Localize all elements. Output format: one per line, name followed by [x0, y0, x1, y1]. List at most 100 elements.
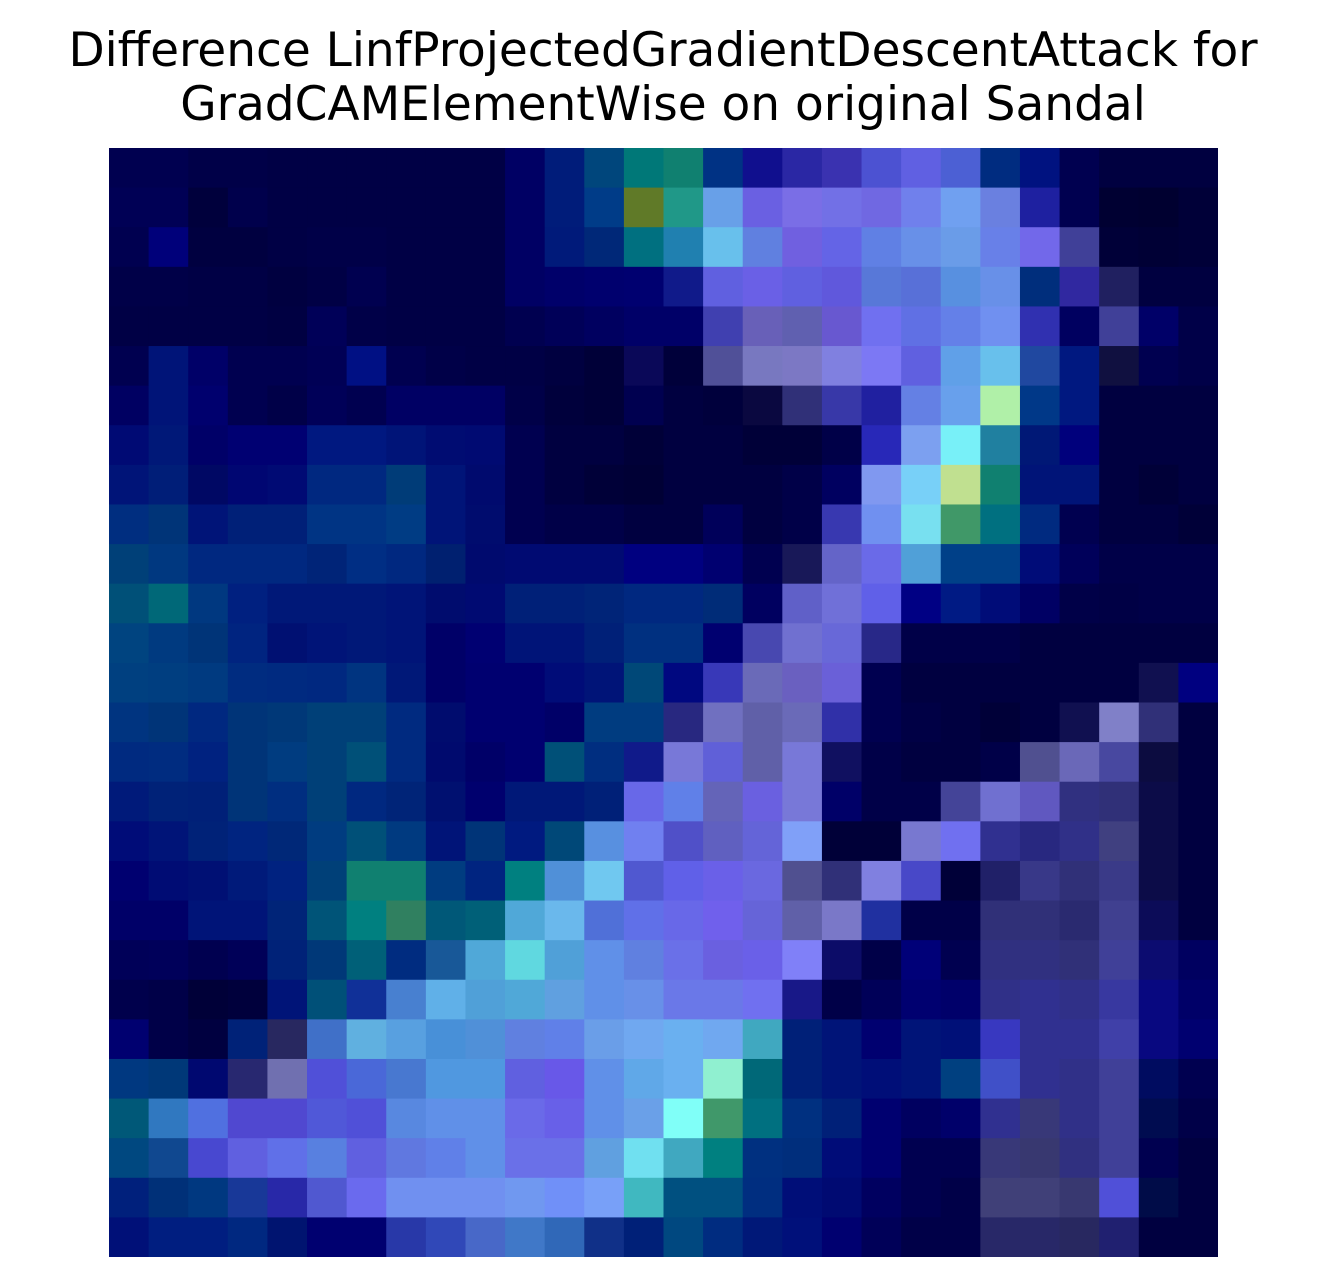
- heatmap-cell-r3-c19: [861, 266, 902, 308]
- heatmap-cell-r5-c4: [267, 346, 308, 387]
- heatmap-cell-r11-c23: [1019, 583, 1061, 624]
- heatmap-cell-r25-c13: [623, 1138, 665, 1179]
- heatmap-cell-r18-c2: [188, 860, 229, 902]
- heatmap-cell-r17-c27: [1178, 821, 1218, 862]
- heatmap-cell-r2-c13: [623, 227, 665, 268]
- heatmap-cell-r26-c15: [703, 1177, 744, 1218]
- heatmap-cell-r20-c10: [505, 940, 546, 981]
- heatmap-cell-r9-c4: [267, 504, 308, 545]
- heatmap-cell-r24-c8: [425, 1098, 467, 1139]
- heatmap-cell-r6-c6: [346, 385, 387, 426]
- heatmap-cell-r12-c26: [1138, 623, 1179, 664]
- heatmap-cell-r24-c20: [901, 1098, 942, 1139]
- heatmap-cell-r26-c12: [584, 1177, 625, 1218]
- chart-title-line-1: Difference LinfProjectedGradientDescentA…: [68, 23, 1258, 78]
- heatmap-cell-r12-c14: [663, 623, 704, 664]
- heatmap-cell-r24-c9: [465, 1098, 506, 1139]
- heatmap-cell-r7-c27: [1178, 425, 1218, 466]
- heatmap-cell-r23-c24: [1059, 1058, 1100, 1100]
- heatmap-cell-r0-c14: [663, 148, 704, 189]
- heatmap-cell-r2-c11: [544, 227, 585, 268]
- heatmap-cell-r8-c24: [1059, 464, 1100, 506]
- heatmap-cell-r7-c23: [1019, 425, 1061, 466]
- heatmap-cell-r2-c8: [425, 227, 467, 268]
- heatmap-cell-r3-c12: [584, 266, 625, 308]
- heatmap-cell-r18-c15: [703, 860, 744, 902]
- heatmap-cell-r12-c23: [1019, 623, 1061, 664]
- heatmap-cell-r18-c25: [1099, 860, 1140, 902]
- heatmap-cell-r2-c7: [386, 227, 427, 268]
- heatmap-cell-r24-c13: [623, 1098, 665, 1139]
- heatmap-cell-r14-c0: [109, 702, 150, 743]
- heatmap-cell-r27-c26: [1138, 1217, 1179, 1257]
- heatmap-cell-r23-c23: [1019, 1058, 1061, 1100]
- heatmap-cell-r3-c7: [386, 266, 427, 308]
- heatmap-cell-r6-c10: [505, 385, 546, 426]
- heatmap-cell-r19-c10: [505, 900, 546, 941]
- heatmap-cell-r26-c13: [623, 1177, 665, 1218]
- heatmap-cell-r23-c7: [386, 1058, 427, 1100]
- heatmap-cell-r1-c0: [109, 187, 150, 228]
- heatmap-cell-r17-c23: [1019, 821, 1061, 862]
- heatmap-cell-r2-c22: [980, 227, 1021, 268]
- heatmap-cell-r7-c26: [1138, 425, 1179, 466]
- heatmap-cell-r9-c0: [109, 504, 150, 545]
- heatmap-cell-r0-c4: [267, 148, 308, 189]
- heatmap-cell-r24-c2: [188, 1098, 229, 1139]
- heatmap-cell-r25-c26: [1138, 1138, 1179, 1179]
- heatmap-cell-r0-c6: [346, 148, 387, 189]
- heatmap-cell-r14-c7: [386, 702, 427, 743]
- heatmap-cell-r0-c20: [901, 148, 942, 189]
- heatmap-cell-r4-c18: [821, 306, 863, 347]
- heatmap-cell-r20-c0: [109, 940, 150, 981]
- heatmap-cell-r22-c13: [623, 1019, 665, 1060]
- heatmap-cell-r1-c22: [980, 187, 1021, 228]
- heatmap-cell-r24-c16: [742, 1098, 783, 1139]
- heatmap-cell-r3-c13: [623, 266, 665, 308]
- heatmap-cell-r18-c11: [544, 860, 585, 902]
- heatmap-cell-r19-c4: [267, 900, 308, 941]
- heatmap-cell-r15-c12: [584, 742, 625, 783]
- heatmap-cell-r27-c10: [505, 1217, 546, 1257]
- heatmap-cell-r15-c6: [346, 742, 387, 783]
- heatmap-cell-r18-c19: [861, 860, 902, 902]
- heatmap-cell-r21-c26: [1138, 979, 1179, 1020]
- heatmap-cell-r6-c8: [425, 385, 467, 426]
- heatmap-cell-r21-c6: [346, 979, 387, 1020]
- heatmap-cell-r26-c11: [544, 1177, 585, 1218]
- heatmap-cell-r6-c1: [148, 385, 189, 426]
- heatmap-cell-r6-c15: [703, 385, 744, 426]
- heatmap-cell-r18-c10: [505, 860, 546, 902]
- heatmap-cell-r18-c22: [980, 860, 1021, 902]
- heatmap-cell-r12-c10: [505, 623, 546, 664]
- heatmap-cell-r23-c12: [584, 1058, 625, 1100]
- heatmap: [109, 148, 1218, 1257]
- heatmap-cell-r7-c0: [109, 425, 150, 466]
- heatmap-cell-r1-c9: [465, 187, 506, 228]
- heatmap-cell-r1-c4: [267, 187, 308, 228]
- heatmap-cell-r21-c13: [623, 979, 665, 1020]
- heatmap-cell-r13-c15: [703, 662, 744, 704]
- heatmap-cell-r18-c17: [782, 860, 823, 902]
- heatmap-cell-r2-c5: [307, 227, 348, 268]
- heatmap-cell-r7-c14: [663, 425, 704, 466]
- heatmap-cell-r24-c14: [663, 1098, 704, 1139]
- heatmap-cell-r0-c18: [821, 148, 863, 189]
- heatmap-cell-r9-c26: [1138, 504, 1179, 545]
- heatmap-cell-r23-c21: [940, 1058, 981, 1100]
- heatmap-cell-r20-c19: [861, 940, 902, 981]
- heatmap-cell-r15-c19: [861, 742, 902, 783]
- heatmap-cell-r16-c20: [901, 781, 942, 822]
- heatmap-cell-r17-c0: [109, 821, 150, 862]
- heatmap-cell-r25-c2: [188, 1138, 229, 1179]
- heatmap-cell-r21-c19: [861, 979, 902, 1020]
- heatmap-cell-r4-c23: [1019, 306, 1061, 347]
- heatmap-cell-r5-c25: [1099, 346, 1140, 387]
- heatmap-cell-r12-c21: [940, 623, 981, 664]
- heatmap-cell-r7-c11: [544, 425, 585, 466]
- heatmap-cell-r22-c5: [307, 1019, 348, 1060]
- heatmap-cell-r13-c6: [346, 662, 387, 704]
- heatmap-cell-r7-c22: [980, 425, 1021, 466]
- heatmap-cell-r2-c27: [1178, 227, 1218, 268]
- heatmap-cell-r27-c5: [307, 1217, 348, 1257]
